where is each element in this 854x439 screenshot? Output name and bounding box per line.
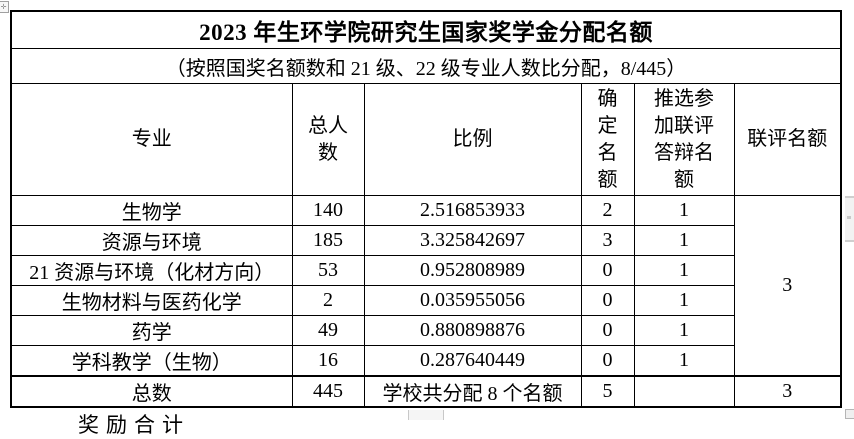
cell-ratio: 0.880898876	[363, 315, 582, 346]
header-joint-review-quota-label: 联评名额	[747, 128, 828, 151]
cell-joint-review-merged: 3	[733, 195, 842, 377]
cell-confirmed: 0	[580, 315, 635, 346]
cell-ratio: 3.325842697	[363, 225, 582, 256]
cell-defense: 1	[633, 255, 735, 286]
table-row: 资源与环境 185 3.325842697 3 1	[10, 225, 841, 256]
cell-total-label: 总数	[10, 375, 293, 408]
bottom-right-fragment	[845, 409, 854, 419]
header-defense-quota: 推选参加联评答辩名额	[633, 83, 735, 196]
header-confirmed-quota-label: 确定名额	[597, 87, 618, 191]
move-cross-icon: ✛	[0, 3, 7, 11]
cell-defense: 1	[633, 285, 735, 316]
table-header-row: 专业 总人数 比例 确定名额 推选参加联评答辩名额 联评名额	[10, 83, 842, 196]
cell-defense: 1	[633, 345, 735, 377]
cell-ratio: 2.516853933	[363, 195, 582, 226]
cell-total: 53	[291, 255, 365, 286]
cell-total: 16	[291, 345, 365, 377]
header-major: 专业	[10, 83, 293, 196]
cell-major: 学科教学（生物）	[10, 345, 293, 377]
cell-total-confirmed: 5	[580, 375, 635, 408]
header-confirmed-quota: 确定名额	[580, 83, 635, 196]
cell-defense: 1	[633, 315, 735, 346]
cell-confirmed: 0	[580, 285, 635, 316]
cell-ratio: 0.287640449	[363, 345, 582, 377]
cell-defense: 1	[633, 195, 735, 226]
header-major-label: 专业	[131, 128, 172, 151]
cell-total: 140	[291, 195, 365, 226]
table-row: 21 资源与环境（化材方向） 53 0.952808989 0 1	[10, 255, 841, 286]
table-subtitle: （按照国奖名额数和 21 级、22 级专业人数比分配，8/445）	[10, 48, 842, 84]
cell-confirmed: 0	[580, 345, 635, 377]
header-total-count-label: 总人数	[308, 114, 348, 164]
cell-ratio: 0.952808989	[363, 255, 582, 286]
cell-defense: 1	[633, 225, 735, 256]
cell-total-defense	[633, 375, 735, 408]
cell-confirmed: 3	[580, 225, 635, 256]
table-row: 2023 年生环学院研究生国家奖学金分配名额	[10, 10, 842, 49]
scrollbar-thumb[interactable]	[847, 216, 851, 219]
header-joint-review-quota: 联评名额	[733, 83, 842, 196]
cell-major: 生物材料与医药化学	[10, 285, 293, 316]
table-row: （按照国奖名额数和 21 级、22 级专业人数比分配，8/445）	[10, 48, 842, 84]
table-move-handle[interactable]: ✛	[0, 1, 9, 13]
header-ratio: 比例	[363, 83, 582, 196]
page-element-fragment	[408, 410, 444, 420]
scholarship-allocation-table: 2023 年生环学院研究生国家奖学金分配名额 （按照国奖名额数和 21 级、22…	[10, 10, 843, 408]
cell-major: 生物学	[10, 195, 293, 226]
table-total-row: 总数 445 学校共分配 8 个名额 5 3	[10, 375, 842, 408]
cell-confirmed: 2	[580, 195, 635, 226]
table-row: 药学 49 0.880898876 0 1	[10, 315, 841, 346]
table-title: 2023 年生环学院研究生国家奖学金分配名额	[10, 10, 842, 49]
header-total-count: 总人数	[291, 83, 365, 196]
cell-ratio: 0.035955056	[363, 285, 582, 316]
cell-total: 49	[291, 315, 365, 346]
table-row: 生物材料与医药化学 2 0.035955056 0 1	[10, 285, 841, 316]
clipped-next-line-text: 奖励合计	[78, 413, 190, 437]
vertical-scrollbar[interactable]	[845, 196, 854, 242]
header-ratio-label: 比例	[452, 128, 493, 151]
cell-total-count: 445	[291, 375, 365, 408]
table-row: 学科教学（生物） 16 0.287640449 0 1	[10, 345, 841, 377]
cell-total-note: 学校共分配 8 个名额	[363, 375, 582, 408]
cell-major: 资源与环境	[10, 225, 293, 256]
cell-total-joint-review: 3	[733, 375, 842, 408]
cell-confirmed: 0	[580, 255, 635, 286]
cell-major: 药学	[10, 315, 293, 346]
table-row: 生物学 140 2.516853933 2 1 3	[10, 195, 842, 377]
cell-total: 2	[291, 285, 365, 316]
cell-total: 185	[291, 225, 365, 256]
cell-major: 21 资源与环境（化材方向）	[10, 255, 293, 286]
header-defense-quota-label: 推选参加联评答辩名额	[654, 87, 714, 191]
